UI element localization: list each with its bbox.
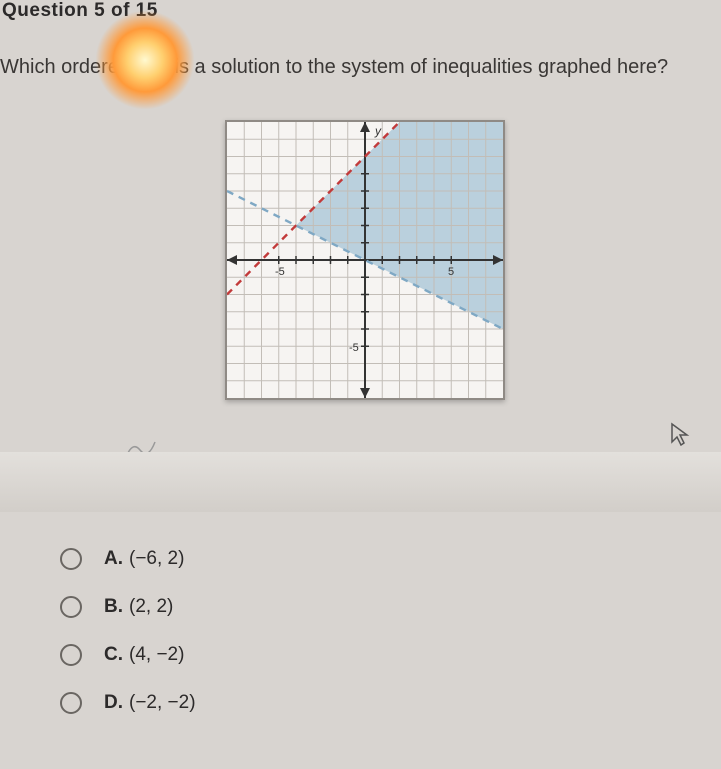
page: Question 5 of 15 Which ordered pair is a…	[0, 0, 721, 769]
y-tick-neg5: -5	[349, 342, 359, 354]
x-tick-5: 5	[448, 266, 454, 278]
radio-icon[interactable]	[60, 692, 82, 714]
option-text: (4, −2)	[129, 644, 184, 666]
option-letter: B.	[104, 596, 123, 618]
x-tick-neg5: -5	[275, 266, 285, 278]
arrow-left-icon	[227, 255, 237, 265]
question-counter: Question 5 of 15	[2, 0, 158, 22]
y-axis-label: y	[374, 124, 382, 138]
radio-icon[interactable]	[60, 644, 82, 666]
arrow-down-icon	[360, 388, 370, 398]
option-c[interactable]: C. (4, −2)	[60, 644, 196, 666]
divider-band	[0, 452, 721, 512]
radio-icon[interactable]	[60, 548, 82, 570]
arrow-up-icon	[360, 122, 370, 132]
option-letter: A.	[104, 548, 123, 570]
option-letter: C.	[104, 644, 123, 666]
option-a[interactable]: A. (−6, 2)	[60, 548, 196, 570]
answer-options: A. (−6, 2) B. (2, 2) C. (4, −2) D. (−2, …	[60, 548, 196, 740]
option-d[interactable]: D. (−2, −2)	[60, 692, 196, 714]
option-text: (2, 2)	[129, 596, 173, 618]
option-b[interactable]: B. (2, 2)	[60, 596, 196, 618]
graph-svg: -5 5 -5 y	[227, 122, 503, 398]
radio-icon[interactable]	[60, 596, 82, 618]
option-letter: D.	[104, 692, 123, 714]
option-text: (−2, −2)	[129, 692, 196, 714]
question-text: Which ordered pair is a solution to the …	[0, 56, 668, 79]
cursor-icon	[670, 422, 690, 452]
inequality-graph: -5 5 -5 y	[225, 120, 505, 400]
option-text: (−6, 2)	[129, 548, 184, 570]
